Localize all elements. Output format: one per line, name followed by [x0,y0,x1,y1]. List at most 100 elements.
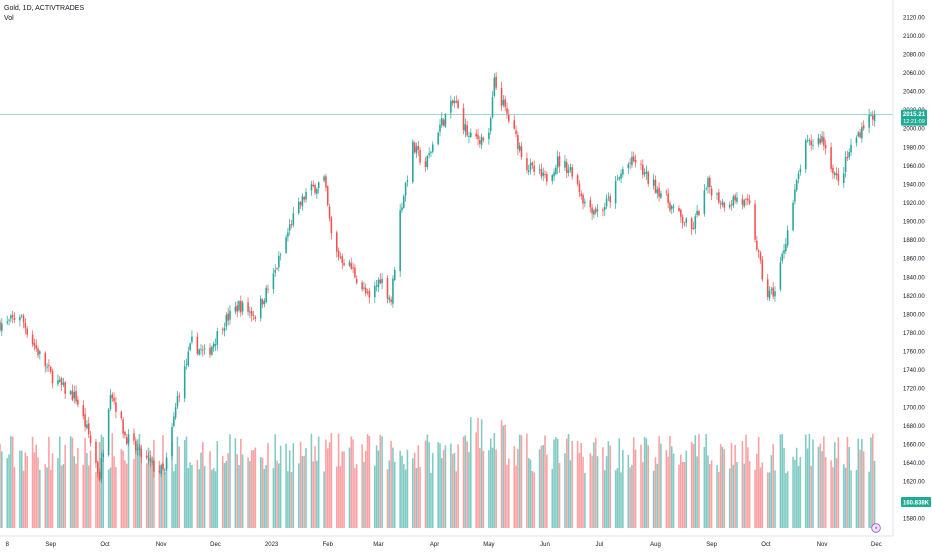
candle-body [363,287,365,289]
volume-bar [759,467,762,528]
candles [0,72,876,484]
volume-bar [781,434,784,528]
volume-bar [705,434,707,528]
volume-bar [591,455,593,528]
candle-body [153,460,155,472]
volume-bar [234,438,237,528]
candle-body [479,139,481,144]
candle-body [424,161,427,168]
candle-body [60,378,63,385]
candle-body [835,173,838,176]
volume-bar [665,449,668,528]
candle-body [546,174,548,182]
candle-body [312,184,315,187]
candle-body [603,206,606,210]
volume-bar [426,434,429,528]
price-axis-label: 1660.00 [903,442,925,448]
volume-bar [368,436,371,528]
candle-body [873,114,876,121]
volume-bar [178,446,181,528]
volume-bar [821,450,823,528]
volume-bar [862,451,865,528]
volume-bar [871,433,874,528]
candle-body [125,437,128,444]
candle-body [113,397,115,402]
candle-body [69,391,72,394]
candle-body [247,302,249,312]
volume-bar [571,441,573,528]
time-axis-label: Jul [596,542,604,548]
candle-body [122,419,124,434]
candle-body [415,146,418,154]
candle-body [46,366,48,368]
candle-body [165,457,168,470]
candle-body [276,268,278,270]
volume-bar [660,443,662,528]
price-axis-label: 1820.00 [903,294,925,300]
volume-bar [33,452,36,528]
timezone-marker[interactable] [871,523,881,533]
candle-body [361,282,363,290]
volume-bar [488,450,490,528]
symbol-title[interactable]: Gold, 1D, ACTIVTRADES [4,5,85,12]
candle-body [669,202,671,211]
candle-body [593,210,595,215]
volume-bar [756,453,758,528]
candle-body [770,289,773,290]
candle-body [234,306,237,312]
volume-bar [475,432,478,528]
candle-body [196,336,199,354]
volume-bar [745,434,747,528]
candle-body [98,471,101,481]
candle-body [804,140,807,170]
candle-body [350,263,353,269]
volume-bar [741,441,744,528]
volume-bar [261,457,264,528]
candle-body [254,316,257,319]
candle-body [437,132,439,145]
volume-indicator-label[interactable]: Vol [4,15,14,22]
volume-bar [732,464,735,528]
candle-body [652,179,655,186]
volume-bar [386,469,389,528]
volume-bar [69,436,72,528]
volume-bar [46,467,48,528]
candle-body [399,210,401,272]
volume-bar [406,449,409,528]
time-axis-label: Sep [706,542,717,548]
candle-body [401,207,403,211]
candle-body [504,99,506,107]
volume-bar [607,441,610,528]
candle-body [812,145,814,146]
time-axis[interactable]: 8 Sep Oct Nov Dec 2023 Feb Mar Apr May Jun Jul Aug Se… [6,542,882,548]
volume-bar [185,436,188,528]
volume-bar [326,448,329,528]
volume-bar [412,458,414,528]
candle-body [580,193,583,197]
volume-bar [19,450,21,528]
volume-bar [95,471,97,528]
candle-body [848,152,851,158]
candle-body [614,181,617,204]
volume-bar [158,460,161,528]
candle-body [431,144,434,152]
volume-bar [276,460,278,528]
candle-body [288,224,291,231]
volume-bar [533,472,535,528]
volume-bar [355,464,358,528]
candle-body [565,162,568,174]
candle-body [464,124,467,132]
candle-body [221,329,224,331]
volume-bar [279,445,282,528]
volume-bar [203,466,206,528]
volume-bar [482,451,485,528]
candle-body [622,169,624,175]
volume-bar [652,470,655,528]
volume-bar [870,437,872,528]
volume-bar [770,455,773,528]
volume-bar [339,466,342,528]
volume-bar [489,438,492,528]
candle-body [558,155,561,167]
